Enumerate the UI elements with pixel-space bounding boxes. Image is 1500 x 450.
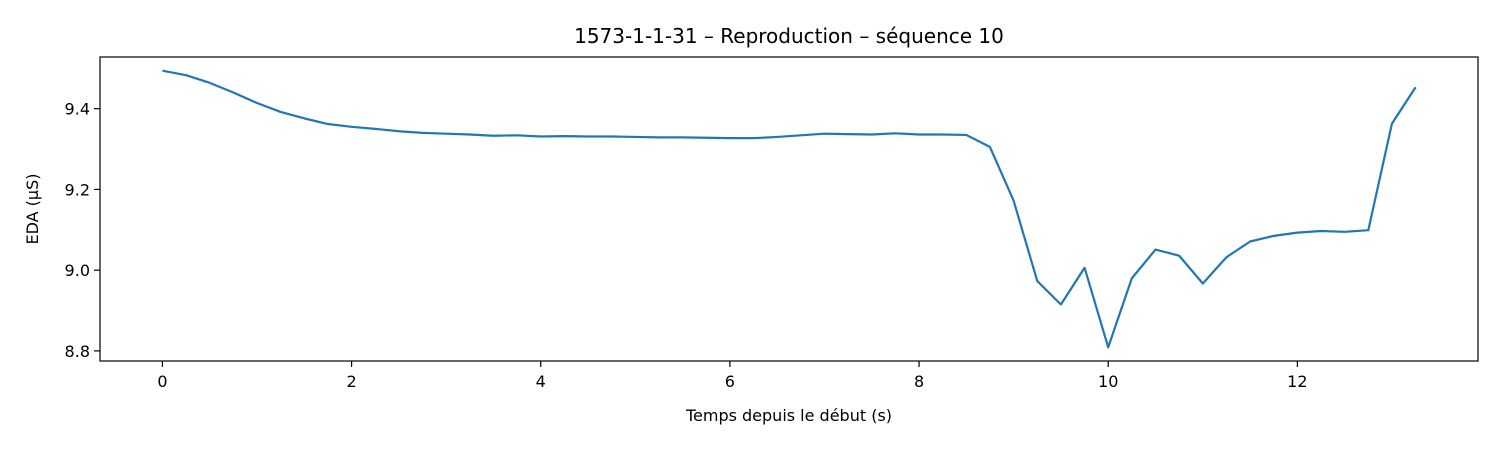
x-tick-label: 8 <box>914 372 924 391</box>
y-tick-label: 9.2 <box>65 180 90 199</box>
x-tick-label: 12 <box>1287 372 1307 391</box>
x-tick-label: 0 <box>157 372 167 391</box>
x-tick-label: 6 <box>725 372 735 391</box>
y-tick-label: 9.0 <box>65 261 90 280</box>
x-axis-title: Temps depuis le début (s) <box>685 406 892 425</box>
y-axis-title: EDA (µS) <box>23 174 42 245</box>
plot-area: 0 2 4 6 8 10 12 8.8 9.0 9.2 9.4 <box>65 56 1479 391</box>
x-tick-label: 4 <box>536 372 546 391</box>
chart-title: 1573-1-1-31 – Reproduction – séquence 10 <box>574 24 1004 48</box>
plot-frame <box>99 56 1479 362</box>
x-tick-label: 10 <box>1098 372 1118 391</box>
x-tick-label: 2 <box>346 372 356 391</box>
y-tick-label: 8.8 <box>65 342 90 361</box>
y-tick-label: 9.4 <box>65 100 90 119</box>
series-line-0 <box>162 69 1417 349</box>
